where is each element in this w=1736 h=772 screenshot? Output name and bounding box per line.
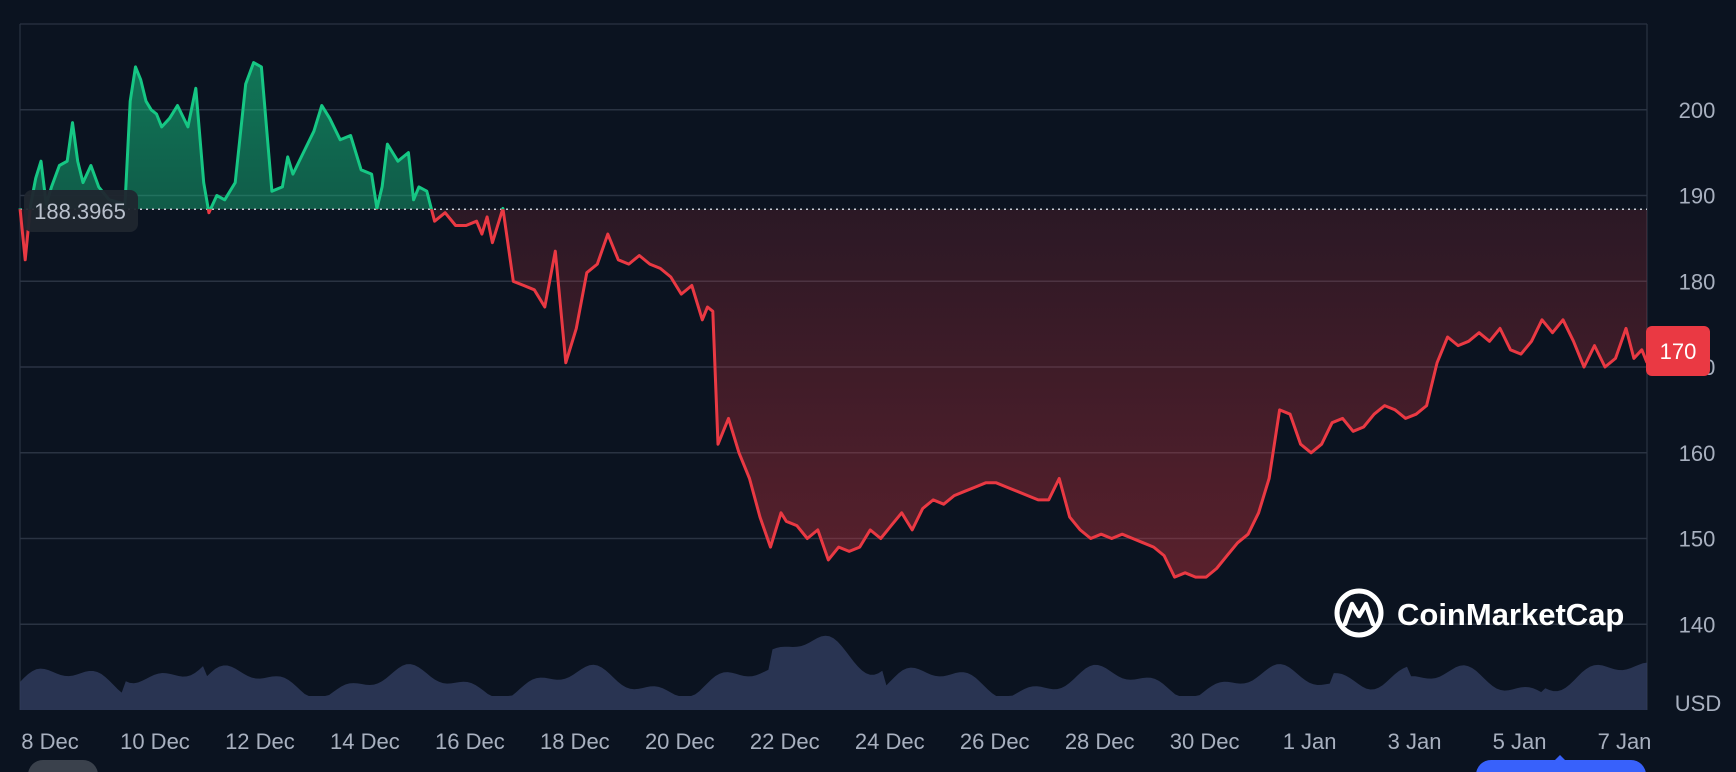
coinmarketcap-logo-icon bbox=[1334, 588, 1384, 638]
x-tick-label: 8 Dec bbox=[21, 729, 78, 754]
x-axis-labels: 8 Dec 10 Dec 12 Dec 14 Dec 16 Dec 18 Dec 20 De… bbox=[21, 729, 1651, 754]
coinmarketcap-watermark: CoinMarketCap bbox=[1334, 588, 1624, 638]
bottom-left-control-edge[interactable] bbox=[28, 760, 98, 772]
x-tick-label: 3 Jan bbox=[1388, 729, 1442, 754]
x-tick-label: 18 Dec bbox=[540, 729, 610, 754]
y-tick-label: 200 bbox=[1679, 98, 1716, 123]
y-tick-label: 150 bbox=[1679, 527, 1716, 552]
reference-value-label: 188.3965 bbox=[24, 190, 138, 232]
price-line-down bbox=[18, 209, 1649, 579]
price-areas bbox=[20, 62, 1647, 578]
x-tick-label: 16 Dec bbox=[435, 729, 505, 754]
brand-name: CoinMarketCap bbox=[1397, 597, 1624, 632]
volume-area bbox=[20, 635, 1647, 710]
area-above-reference bbox=[20, 62, 504, 210]
x-tick-label: 7 Jan bbox=[1598, 729, 1652, 754]
area-below-reference bbox=[20, 209, 1647, 578]
current-price-text: 170 bbox=[1660, 339, 1697, 364]
x-tick-label: 14 Dec bbox=[330, 729, 400, 754]
x-tick-label: 22 Dec bbox=[750, 729, 820, 754]
x-tick-label: 10 Dec bbox=[120, 729, 190, 754]
x-tick-label: 28 Dec bbox=[1065, 729, 1135, 754]
reference-value-text: 188.3965 bbox=[34, 199, 126, 224]
currency-label: USD bbox=[1675, 691, 1721, 716]
x-tick-label: 26 Dec bbox=[960, 729, 1030, 754]
price-line-up bbox=[18, 61, 505, 210]
y-tick-label: 190 bbox=[1679, 184, 1716, 209]
volume-bars bbox=[20, 635, 1647, 710]
current-price-badge: 170 bbox=[1646, 326, 1710, 376]
x-tick-label: 5 Jan bbox=[1493, 729, 1547, 754]
x-tick-label: 20 Dec bbox=[645, 729, 715, 754]
x-tick-label: 24 Dec bbox=[855, 729, 925, 754]
x-tick-label: 30 Dec bbox=[1170, 729, 1240, 754]
price-lines bbox=[18, 61, 1649, 579]
x-tick-label: 12 Dec bbox=[225, 729, 295, 754]
bottom-right-control-edge[interactable] bbox=[1476, 755, 1646, 772]
x-tick-label: 1 Jan bbox=[1283, 729, 1337, 754]
y-tick-label: 160 bbox=[1679, 441, 1716, 466]
y-tick-label: 140 bbox=[1679, 612, 1716, 637]
y-tick-label: 180 bbox=[1679, 269, 1716, 294]
